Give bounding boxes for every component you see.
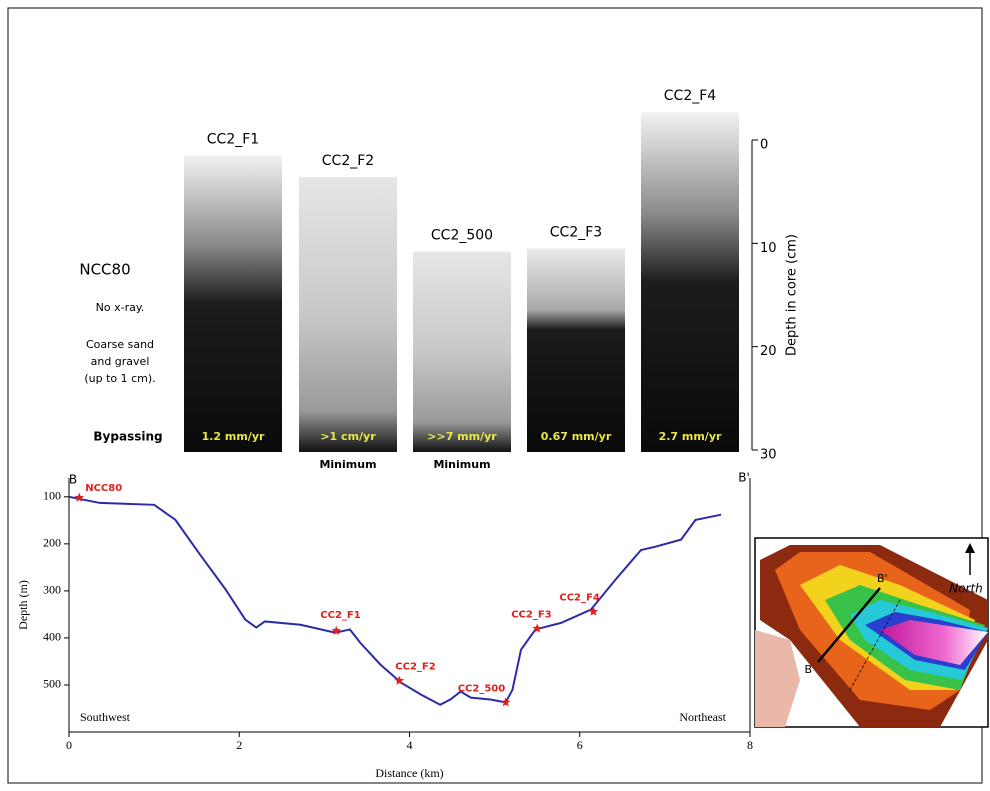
direction-right: Northeast <box>679 710 726 724</box>
core-name: CC2_F2 <box>322 153 374 169</box>
y-tick-label: 400 <box>43 630 61 644</box>
section-line <box>817 587 881 663</box>
x-tick-label: 6 <box>577 738 583 752</box>
inset-map: B B' North <box>754 537 989 728</box>
station-label: CC2_500 <box>458 683 506 694</box>
core-rate: 2.7 mm/yr <box>659 430 722 443</box>
core-image <box>527 248 625 452</box>
inset-end-label: B' <box>877 572 888 585</box>
inset-start-label: B <box>804 663 812 676</box>
depth-axis-title: Depth in core (cm) <box>785 234 800 356</box>
depth-tick-label: 10 <box>760 241 777 256</box>
north-arrow-head <box>965 543 975 553</box>
station-label: CC2_F3 <box>511 610 551 621</box>
core-name: CC2_F3 <box>550 225 602 241</box>
station-marker <box>74 492 84 502</box>
direction-left: Southwest <box>80 710 131 724</box>
core-rate: 0.67 mm/yr <box>541 430 612 443</box>
section-end: B' <box>738 471 750 485</box>
core-name: CC2_500 <box>431 228 493 244</box>
station-marker <box>588 606 599 616</box>
frame <box>7 7 983 784</box>
core-name: CC2_F1 <box>207 132 259 148</box>
depth-tick-label: 30 <box>760 448 777 463</box>
y-tick-label: 100 <box>43 489 61 503</box>
core-rate: >>7 mm/yr <box>427 430 497 443</box>
core-image <box>184 155 282 452</box>
inset-zone <box>880 620 988 665</box>
section-start: B <box>69 473 77 487</box>
core-name: CC2_F4 <box>664 88 717 104</box>
station-marker <box>331 625 342 635</box>
north-label: North <box>949 582 983 596</box>
core-rate: 1.2 mm/yr <box>202 430 265 443</box>
y-tick-label: 200 <box>43 536 61 550</box>
depth-tick-label: 0 <box>760 138 768 153</box>
x-tick-label: 8 <box>747 738 753 752</box>
x-tick-label: 2 <box>236 738 242 752</box>
core-image <box>299 177 397 452</box>
station-marker <box>532 623 542 633</box>
core-note: Minimum <box>433 458 490 471</box>
x-axis-title: Distance (km) <box>375 766 443 780</box>
x-tick-label: 0 <box>66 738 72 752</box>
y-axis-title: Depth (m) <box>16 580 30 630</box>
reference-note: and gravel <box>91 355 150 368</box>
station-label: NCC80 <box>85 483 122 494</box>
reference-rate: Bypassing <box>93 430 162 444</box>
y-tick-label: 300 <box>43 583 61 597</box>
section-guide <box>849 599 901 691</box>
station-label: CC2_F1 <box>320 610 360 621</box>
station-label: CC2_F4 <box>559 593 599 604</box>
depth-tick-label: 20 <box>760 344 777 359</box>
inset-land <box>755 630 800 727</box>
core-rate: >1 cm/yr <box>320 430 376 443</box>
station-marker <box>394 675 405 685</box>
reference-name: NCC80 <box>79 261 130 279</box>
core-image <box>641 112 739 452</box>
reference-note: Coarse sand <box>86 338 154 351</box>
reference-note: No x-ray. <box>96 301 145 314</box>
station-marker <box>500 697 511 707</box>
station-label: CC2_F2 <box>395 662 435 673</box>
y-tick-label: 500 <box>43 677 61 691</box>
profile-line <box>68 495 722 706</box>
core-note: Minimum <box>319 458 376 471</box>
x-tick-label: 4 <box>407 738 413 752</box>
reference-note: (up to 1 cm). <box>84 372 155 385</box>
core-image <box>413 251 511 452</box>
